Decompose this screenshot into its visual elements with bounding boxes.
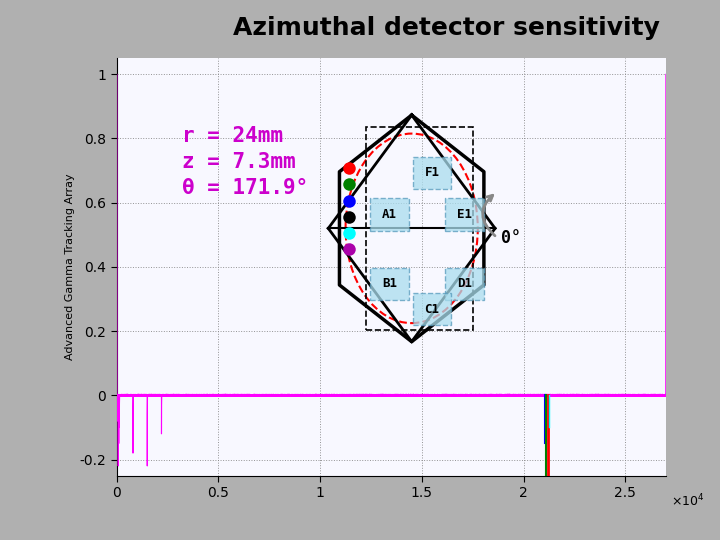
Text: r = 24mm
z = 7.3mm
θ = 171.9°: r = 24mm z = 7.3mm θ = 171.9°	[182, 126, 308, 198]
FancyBboxPatch shape	[413, 157, 451, 189]
FancyBboxPatch shape	[445, 268, 484, 300]
FancyBboxPatch shape	[370, 268, 409, 300]
Text: B1: B1	[382, 278, 397, 291]
Text: F1: F1	[425, 166, 439, 179]
FancyBboxPatch shape	[445, 198, 484, 231]
Text: $\times 10^4$: $\times 10^4$	[672, 492, 705, 509]
Text: D1: D1	[457, 278, 472, 291]
Text: C1: C1	[425, 303, 439, 316]
Y-axis label: Advanced Gamma Tracking Array: Advanced Gamma Tracking Array	[66, 173, 76, 360]
FancyBboxPatch shape	[413, 293, 451, 326]
Text: A1: A1	[382, 208, 397, 221]
Text: E1: E1	[457, 208, 472, 221]
Text: Azimuthal detector sensitivity: Azimuthal detector sensitivity	[233, 16, 660, 40]
FancyBboxPatch shape	[370, 198, 409, 231]
Text: 0°: 0°	[501, 228, 521, 247]
